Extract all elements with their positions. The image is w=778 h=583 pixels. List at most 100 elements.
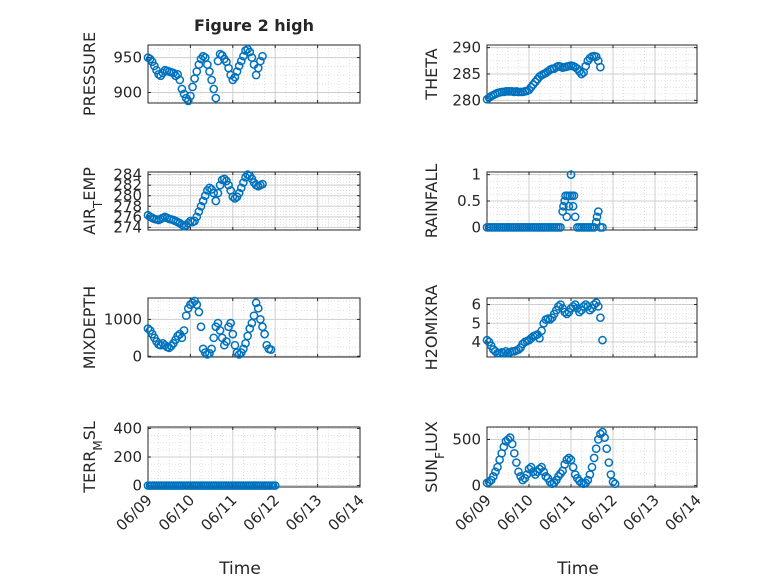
data-point <box>589 223 599 232</box>
data-point <box>253 303 263 313</box>
data-point <box>196 201 206 211</box>
data-point <box>232 67 242 76</box>
y-tick-label: 950 <box>113 49 142 67</box>
figure-title: Figure 2 high <box>194 16 314 35</box>
x-tick-label: 06/13 <box>620 491 663 534</box>
data-point <box>608 477 618 487</box>
x-tick-label: 06/11 <box>536 491 579 534</box>
data-point <box>570 212 580 222</box>
ylabel-subscript: T <box>91 200 105 209</box>
data-point <box>256 56 265 66</box>
data-point <box>183 96 193 106</box>
data-point <box>518 475 528 485</box>
y-tick-label: 276 <box>113 208 142 226</box>
data-point <box>583 475 593 485</box>
data-point <box>592 212 602 222</box>
y-tick-label: 280 <box>113 187 142 205</box>
data-point <box>577 69 586 79</box>
data-point <box>499 442 509 452</box>
data-point <box>236 56 246 66</box>
series-theta <box>482 51 605 104</box>
x-axis-label: Time <box>218 559 261 579</box>
data-point <box>211 93 221 103</box>
subplot-pressure: 900 950 PRESSURE Figure 2 high <box>80 16 361 116</box>
y-tick-label: 0 <box>132 477 142 495</box>
data-point <box>488 472 498 481</box>
data-point <box>526 462 536 472</box>
data-point <box>234 350 244 359</box>
data-point <box>239 344 248 354</box>
data-point <box>209 188 219 198</box>
data-point <box>581 300 591 309</box>
series-h2omixra <box>482 298 607 358</box>
axes-box <box>147 171 361 231</box>
x-tick-label: 06/10 <box>494 491 537 534</box>
data-point <box>194 307 204 317</box>
data-point <box>562 212 572 222</box>
subplot-rainfall: 0 0.5 1 RAINFALL <box>422 164 698 239</box>
data-point <box>205 67 214 76</box>
y-tick-label: 6 <box>471 296 481 314</box>
data-point <box>215 180 225 190</box>
y-axis-label: TERRMSL <box>80 421 105 494</box>
data-point <box>610 479 620 489</box>
data-point <box>604 458 614 467</box>
y-tick-label: 274 <box>113 218 142 236</box>
x-tick-label: 06/11 <box>197 491 240 534</box>
data-point <box>535 333 544 343</box>
data-point <box>514 467 523 477</box>
data-point <box>554 302 563 311</box>
data-point <box>589 453 599 463</box>
data-point <box>211 196 221 206</box>
y-tick-label: 0 <box>471 218 481 236</box>
data-point <box>228 329 238 339</box>
y-tick-label: 284 <box>113 166 142 184</box>
data-point <box>194 60 204 69</box>
data-point <box>587 462 597 472</box>
data-point <box>564 453 574 463</box>
data-point <box>562 309 572 319</box>
y-axis-label: RAINFALL <box>422 164 441 239</box>
data-point <box>179 326 189 335</box>
data-point <box>198 196 208 206</box>
data-point <box>205 183 214 193</box>
data-point <box>591 217 601 227</box>
data-point <box>602 444 612 454</box>
data-point <box>166 341 176 351</box>
data-point <box>482 335 492 345</box>
data-point <box>537 326 546 336</box>
ylabel-subscript: F <box>433 452 447 459</box>
series-pressure <box>143 44 267 106</box>
data-point <box>173 331 183 341</box>
data-point <box>575 307 584 317</box>
data-point <box>579 302 588 311</box>
y-tick-label: 290 <box>452 39 481 57</box>
y-axis-label: MIXDEPTH <box>80 286 99 369</box>
x-tick-label: 06/10 <box>155 491 198 534</box>
data-point <box>581 61 591 71</box>
y-axis-label: H2OMIXRA <box>422 285 441 371</box>
data-point <box>190 216 199 226</box>
y-axis-label: PRESSURE <box>80 32 99 116</box>
data-point <box>484 477 494 487</box>
data-point <box>234 61 244 71</box>
x-tick-label: 06/14 <box>662 491 705 534</box>
data-point <box>591 444 601 454</box>
y-axis-label: SUNFLUX <box>422 421 447 493</box>
data-point <box>209 84 219 94</box>
data-point <box>205 348 214 358</box>
data-point <box>207 344 216 354</box>
data-point <box>559 201 568 211</box>
x-tick-label: 06/14 <box>325 491 368 534</box>
data-point <box>600 433 609 442</box>
data-point <box>219 174 229 184</box>
data-point <box>591 52 601 61</box>
y-axis-label: THETA <box>422 48 441 100</box>
y-tick-label: 0 <box>471 477 481 495</box>
data-point <box>150 61 159 71</box>
data-point <box>562 455 572 465</box>
y-tick-label: 1000 <box>104 310 142 328</box>
data-point <box>593 302 603 311</box>
data-point <box>566 170 576 179</box>
